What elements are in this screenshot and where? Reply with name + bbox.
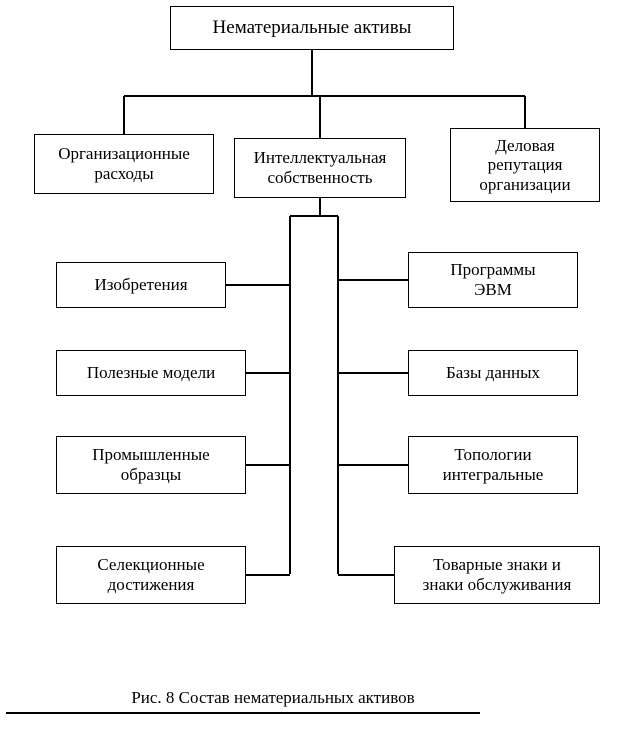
node-inv: Изобретения	[56, 262, 226, 308]
node-db-label: Базы данных	[446, 363, 540, 383]
node-model-label: Полезные модели	[87, 363, 215, 383]
figure-caption: Рис. 8 Состав нематериальных активов	[68, 688, 478, 708]
node-rep-label: Деловая репутация организации	[479, 136, 570, 195]
node-root-label: Нематериальные активы	[213, 17, 412, 39]
edge-branch-select	[246, 574, 290, 576]
node-sample: Промышленные образцы	[56, 436, 246, 494]
edge-branch-inv	[226, 284, 290, 286]
diagram-canvas: Нематериальные активы Организационные ра…	[0, 0, 644, 744]
node-evm: Программы ЭВМ	[408, 252, 578, 308]
edge-branch-evm	[338, 279, 408, 281]
edge-row1-bus	[124, 95, 525, 97]
edge-right-trunk	[337, 216, 339, 574]
node-inv-label: Изобретения	[94, 275, 187, 295]
node-intel-label: Интеллектуальная собственность	[254, 148, 387, 187]
node-select: Селекционные достижения	[56, 546, 246, 604]
figure-caption-underline	[6, 712, 480, 714]
node-intel: Интеллектуальная собственность	[234, 138, 406, 198]
node-root: Нематериальные активы	[170, 6, 454, 50]
node-org: Организационные расходы	[34, 134, 214, 194]
edge-branch-model	[246, 372, 290, 374]
node-rep: Деловая репутация организации	[450, 128, 600, 202]
edge-left-trunk	[289, 216, 291, 574]
edge-branch-trade	[338, 574, 394, 576]
edge-drop-intel	[319, 96, 321, 138]
edge-branch-db	[338, 372, 408, 374]
figure-caption-text: Рис. 8 Состав нематериальных активов	[131, 688, 414, 707]
node-org-label: Организационные расходы	[58, 144, 190, 183]
edge-branch-topo	[338, 464, 408, 466]
node-topo-label: Топологии интегральные	[443, 445, 544, 484]
node-model: Полезные модели	[56, 350, 246, 396]
node-trade: Товарные знаки и знаки обслуживания	[394, 546, 600, 604]
node-select-label: Селекционные достижения	[97, 555, 204, 594]
edge-root-stem	[311, 50, 313, 96]
edge-drop-rep	[524, 96, 526, 128]
node-topo: Топологии интегральные	[408, 436, 578, 494]
edge-intel-stub	[319, 198, 321, 216]
node-db: Базы данных	[408, 350, 578, 396]
edge-intel-fork	[290, 215, 338, 217]
node-evm-label: Программы ЭВМ	[450, 260, 535, 299]
node-sample-label: Промышленные образцы	[92, 445, 209, 484]
edge-drop-org	[123, 96, 125, 134]
node-trade-label: Товарные знаки и знаки обслуживания	[423, 555, 572, 594]
edge-branch-sample	[246, 464, 290, 466]
